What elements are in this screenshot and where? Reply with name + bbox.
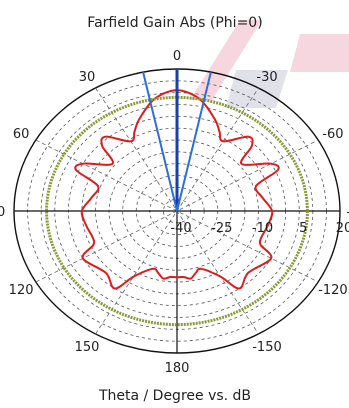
radial-tick-label: -40 — [170, 221, 191, 236]
chart-title: Farfield Gain Abs (Phi=0) — [87, 15, 262, 31]
angle-tick-label: -120 — [318, 283, 348, 298]
watermark-stroke-3 — [290, 34, 349, 72]
x-axis-label: Theta / Degree vs. dB — [98, 388, 251, 404]
angle-tick-label: 90 — [0, 205, 5, 220]
angle-tick-label: 150 — [75, 340, 100, 355]
beamwidth-line — [176, 71, 212, 212]
angle-tick-label: -30 — [256, 70, 277, 85]
angle-tick-label: 60 — [13, 127, 30, 142]
angle-tick-label: 180 — [165, 361, 190, 376]
angle-tick-label: -60 — [322, 127, 343, 142]
main-series-line — [74, 89, 280, 290]
tick-labels: 0 30 -30 60 -60 90 -90 120 -120 150 -150 180 -40 -25 -… — [0, 49, 349, 376]
angle-tick-label: 30 — [79, 70, 96, 85]
beamwidth-line — [142, 71, 178, 212]
angle-tick-label: -90 — [346, 205, 349, 220]
beam-lines — [142, 69, 212, 212]
angle-tick-label: -150 — [252, 340, 282, 355]
reference-series-line — [45, 95, 309, 327]
series-layer — [45, 89, 309, 327]
radial-tick-label: -25 — [211, 221, 232, 236]
watermark-stroke-2 — [226, 70, 288, 108]
radial-tick-label: 5 — [299, 221, 307, 236]
angle-tick-label: 120 — [9, 283, 34, 298]
angle-tick-label: 0 — [173, 49, 181, 64]
radial-tick-label: -10 — [252, 221, 273, 236]
radial-tick-label: 20 — [336, 221, 349, 236]
